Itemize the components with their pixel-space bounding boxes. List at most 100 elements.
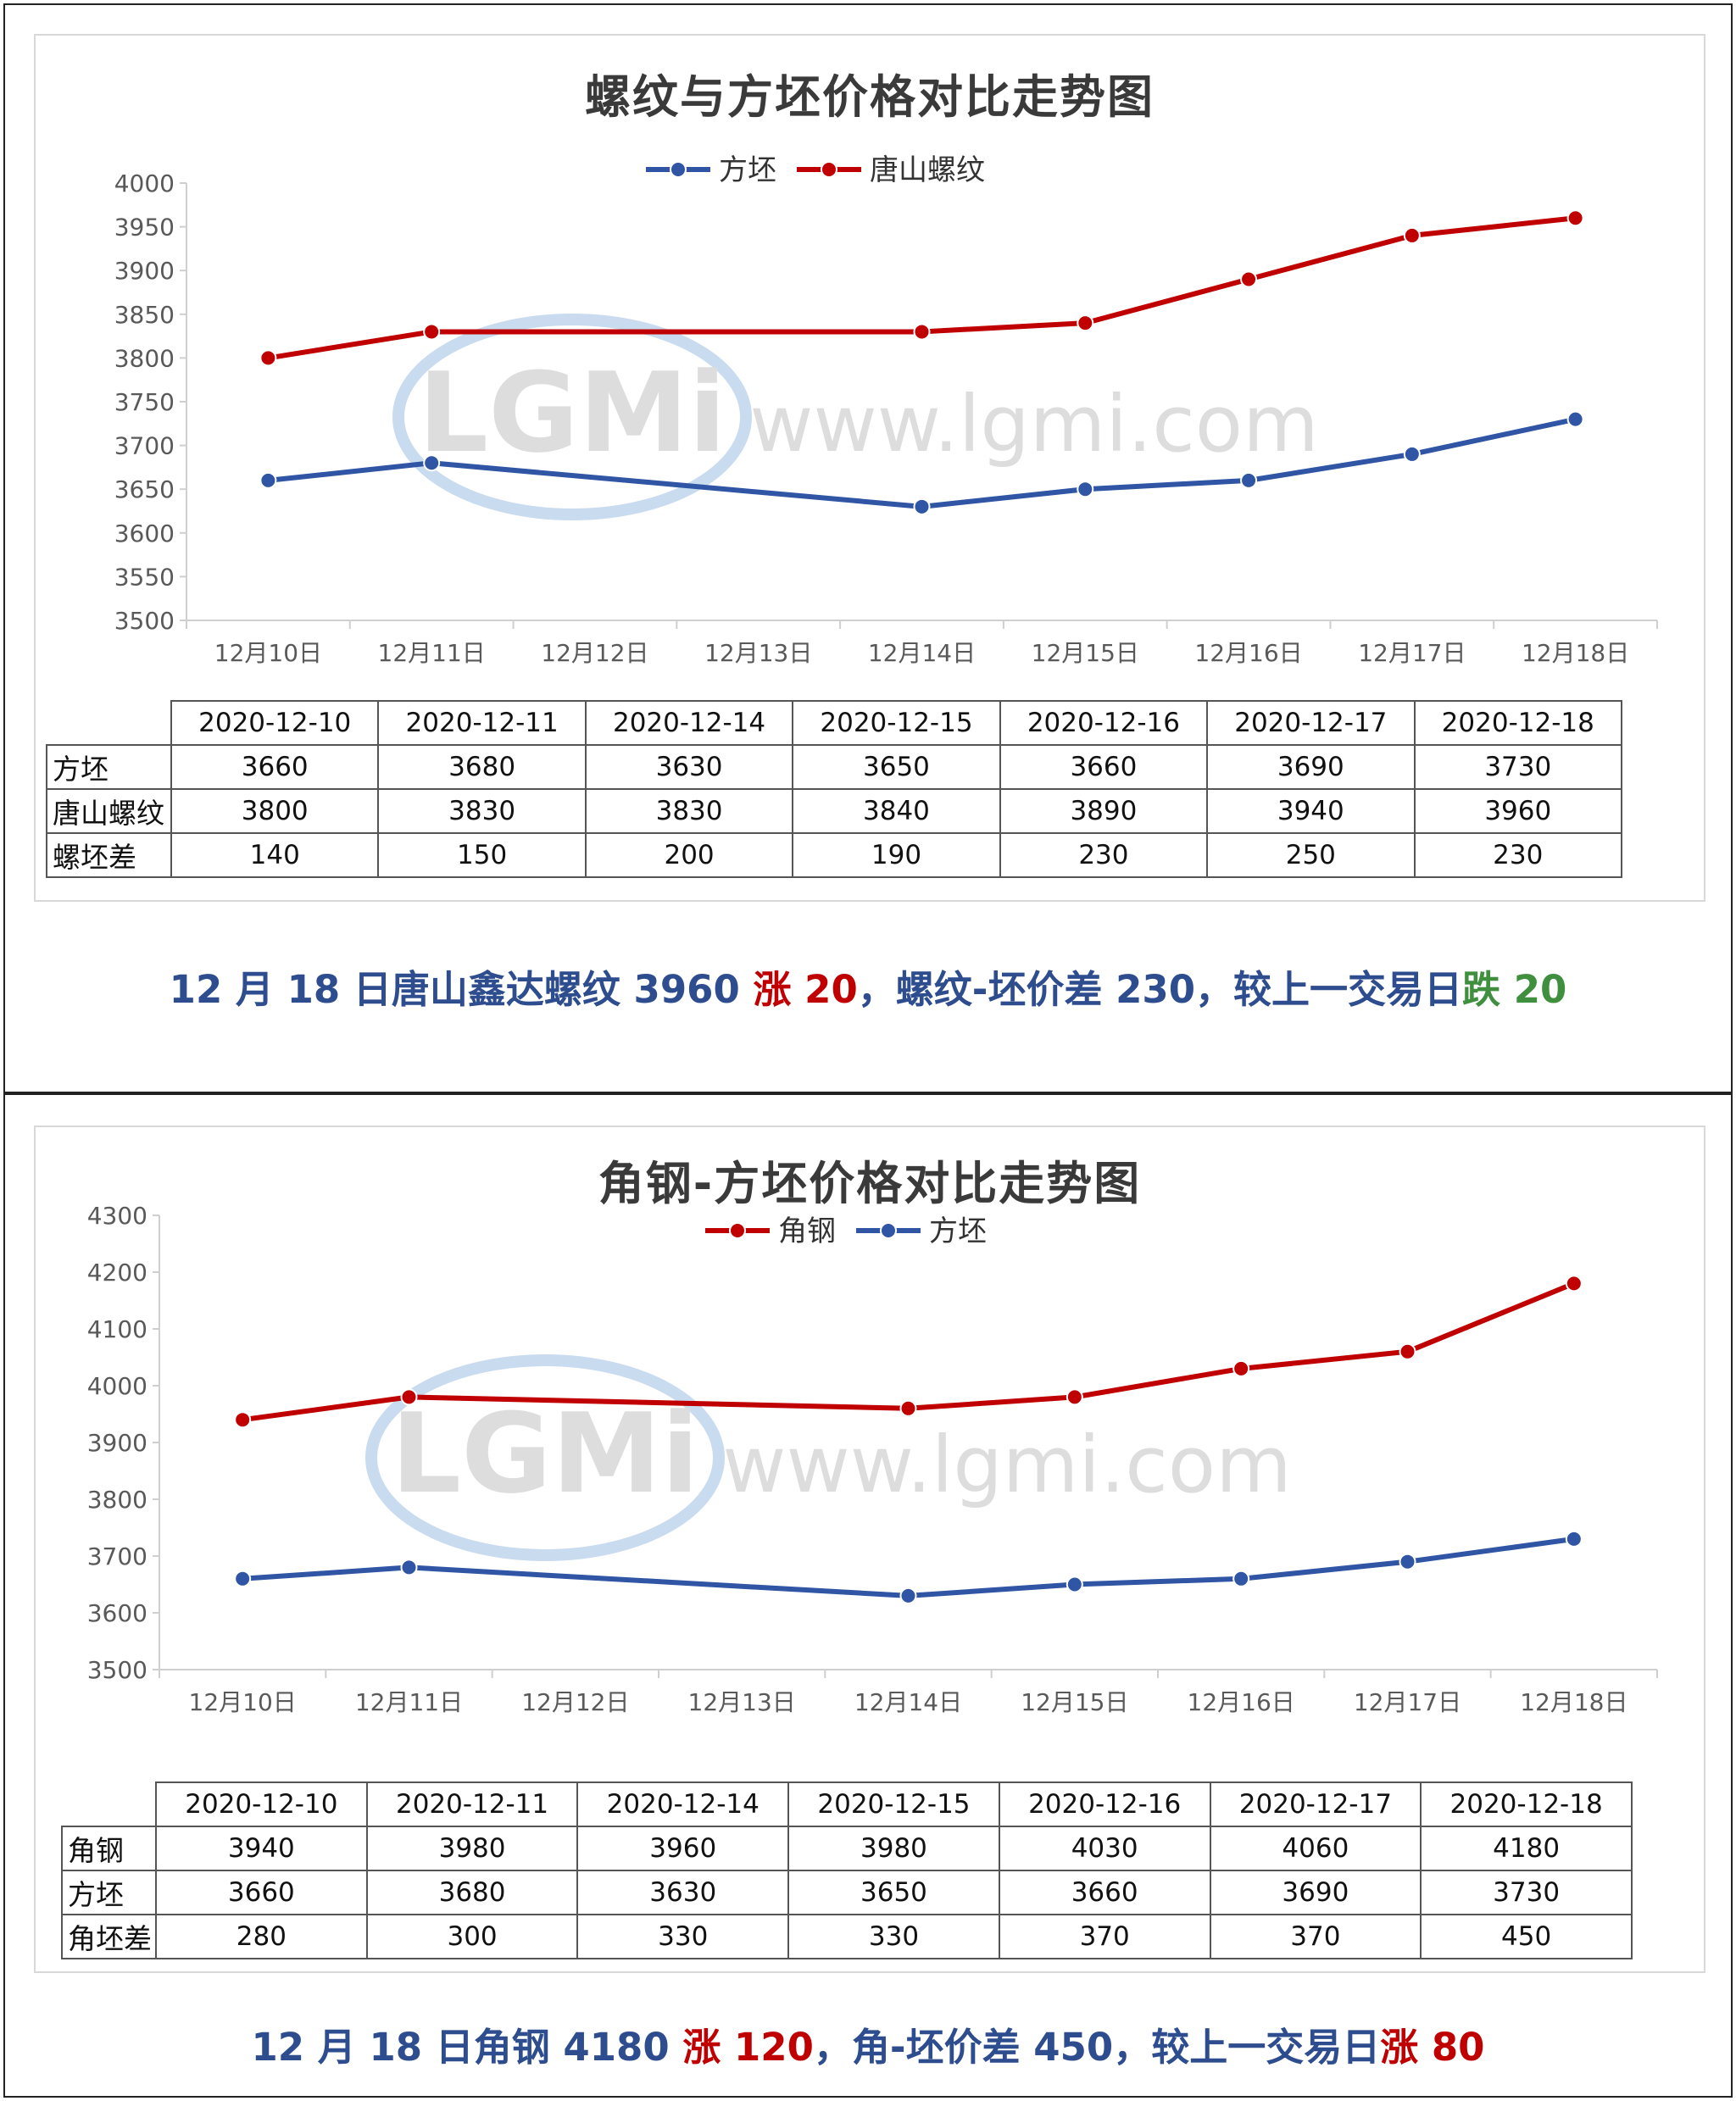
y-tick-label: 3900 — [114, 257, 175, 285]
x-tick-label: 12月16日 — [1194, 639, 1302, 667]
table-corner — [62, 1782, 157, 1827]
table-header-date: 2020-12-17 — [1209, 1781, 1422, 1827]
table-cell: 3830 — [584, 788, 794, 834]
data-point — [1077, 481, 1094, 498]
y-tick-label: 3850 — [114, 301, 175, 329]
summary-rebar-rise: 涨 20 — [753, 967, 858, 1012]
table-cell: 4060 — [1209, 1826, 1422, 1871]
table-cell: 3680 — [377, 744, 587, 790]
table-header-date: 2020-12-10 — [155, 1781, 368, 1827]
x-tick-label: 12月14日 — [868, 639, 976, 667]
table-cell: 3830 — [377, 788, 587, 834]
data-point — [899, 1587, 917, 1604]
data-point — [1066, 1388, 1083, 1406]
table-cell: 250 — [1206, 832, 1416, 878]
y-tick-label: 3550 — [114, 563, 175, 591]
table-header-date: 2020-12-17 — [1206, 700, 1416, 746]
table-header-row: 2020-12-10 2020-12-11 2020-12-14 2020-12-15… — [62, 1781, 1633, 1827]
series-line — [242, 1281, 1575, 1423]
x-tick-label: 12月17日 — [1358, 639, 1466, 667]
legend-marker — [821, 161, 837, 178]
table-cell: 3960 — [576, 1826, 790, 1871]
table-cell: 3660 — [155, 1870, 368, 1915]
x-tick-label: 12月12日 — [541, 639, 648, 667]
table-cell: 3840 — [792, 788, 1001, 834]
table-row: 螺坯差 140 150 200 190 230 250 230 — [46, 832, 1623, 878]
data-table-angle-steel: 2020-12-10 2020-12-11 2020-12-14 2020-12-15… — [61, 1781, 1633, 1959]
legend-marker — [880, 1222, 897, 1239]
legend-label: 方坯 — [929, 1214, 987, 1248]
data-point — [1566, 209, 1584, 227]
watermark-logo-text: LGMi — [418, 348, 726, 477]
data-point — [1232, 1570, 1250, 1587]
table-cell: 330 — [787, 1914, 1000, 1959]
data-point — [259, 349, 277, 367]
legend-label: 角钢 — [778, 1214, 836, 1248]
table-cell: 4180 — [1420, 1826, 1633, 1871]
table-cell: 140 — [170, 832, 380, 878]
data-point — [234, 1570, 252, 1587]
data-point — [1565, 1530, 1583, 1548]
watermark: LGMi www.lgmi.com — [392, 314, 1319, 520]
watermark: LGMi www.lgmi.com — [365, 1354, 1292, 1561]
table-cell: 230 — [999, 832, 1209, 878]
table-cell: 150 — [377, 832, 587, 878]
x-tick-label: 12月17日 — [1354, 1688, 1461, 1716]
data-point — [899, 1399, 917, 1417]
table-row: 角钢 3940 3980 3960 3980 4030 4060 4180 — [61, 1826, 1633, 1871]
summary-angle-part1: 12 月 18 日角钢 4180 — [251, 2025, 683, 2070]
table-cell: 200 — [584, 832, 794, 878]
table-cell: 3630 — [584, 744, 794, 790]
table-cell: 230 — [1413, 832, 1623, 878]
chart-frame-rebar: 螺纹与方坯价格对比走势图 LGMi www.lgmi.com 4000 3950 390… — [34, 34, 1705, 902]
table-row: 角坯差 280 300 330 330 370 370 450 — [61, 1914, 1633, 1959]
x-tick-label: 12月12日 — [521, 1688, 629, 1716]
chart-title-rebar: 螺纹与方坯价格对比走势图 — [585, 70, 1155, 124]
table-cell: 3650 — [787, 1870, 1000, 1915]
table-cell: 3680 — [365, 1870, 579, 1915]
y-tick-label: 3650 — [114, 475, 175, 503]
series-line — [242, 1536, 1575, 1598]
chart-frame-angle-steel: 角钢-方坯价格对比走势图 LGMi www.lgmi.com 4300 4200 410… — [34, 1126, 1705, 1973]
chart-panel-angle-steel: 角钢-方坯价格对比走势图 LGMi www.lgmi.com 4300 4200 410… — [3, 1093, 1733, 2098]
x-tick-label: 12月15日 — [1032, 639, 1139, 667]
legend-label: 方坯 — [719, 153, 776, 187]
table-cell: 370 — [1209, 1914, 1422, 1959]
x-tick-label: 12月18日 — [1522, 639, 1629, 667]
chart-title-angle-steel: 角钢-方坯价格对比走势图 — [598, 1157, 1142, 1210]
data-point — [1232, 1359, 1250, 1377]
data-point — [1240, 270, 1258, 288]
y-tick-label: 3700 — [87, 1542, 147, 1570]
y-tick-label: 4000 — [87, 1372, 147, 1400]
table-header-date: 2020-12-16 — [999, 700, 1209, 746]
summary-rebar-part3: ，螺纹-坯价差 230，较上一交易日 — [857, 967, 1463, 1012]
table-cell: 190 — [792, 832, 1001, 878]
table-cell: 300 — [365, 1914, 579, 1959]
legend-item: 方坯 — [646, 153, 776, 187]
table-row-label: 唐山螺纹 — [46, 788, 172, 834]
summary-rebar-part1: 12 月 18 日唐山鑫达螺纹 3960 — [169, 967, 754, 1012]
x-tick-label: 12月15日 — [1021, 1688, 1128, 1716]
table-header-date: 2020-12-11 — [377, 700, 587, 746]
table-header-date: 2020-12-10 — [170, 700, 380, 746]
data-point — [1566, 410, 1584, 428]
summary-rebar-fall: 跌 20 — [1462, 967, 1567, 1012]
y-tick-label: 4300 — [87, 1202, 147, 1230]
table-header-row: 2020-12-10 2020-12-11 2020-12-14 2020-12-15… — [47, 700, 1623, 746]
y-tick-label: 3600 — [114, 520, 175, 547]
legend-label: 唐山螺纹 — [870, 153, 985, 187]
table-header-date: 2020-12-18 — [1413, 700, 1623, 746]
y-tick-label: 3600 — [87, 1599, 147, 1627]
x-tick-label: 12月14日 — [854, 1688, 962, 1716]
table-header-date: 2020-12-11 — [365, 1781, 579, 1827]
summary-text-rebar: 12 月 18 日唐山鑫达螺纹 3960 涨 20，螺纹-坯价差 230，较上一… — [5, 959, 1731, 1014]
x-tick-label: 12月16日 — [1188, 1688, 1295, 1716]
table-cell: 3690 — [1206, 744, 1416, 790]
table-cell: 3690 — [1209, 1870, 1422, 1915]
table-row-label: 角钢 — [61, 1826, 157, 1871]
table-row-label: 角坯差 — [61, 1914, 157, 1959]
table-cell: 3630 — [576, 1870, 790, 1915]
x-tick-label: 12月11日 — [378, 639, 486, 667]
table-header-date: 2020-12-15 — [787, 1781, 1000, 1827]
table-row-label: 螺坯差 — [46, 832, 172, 878]
